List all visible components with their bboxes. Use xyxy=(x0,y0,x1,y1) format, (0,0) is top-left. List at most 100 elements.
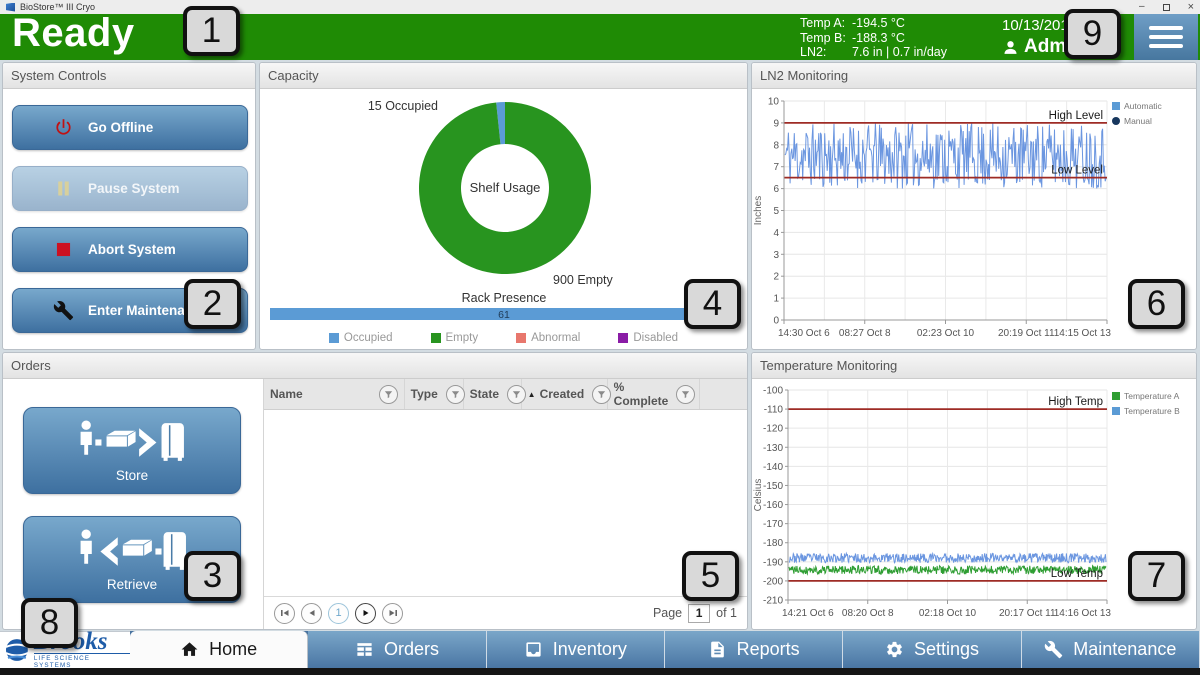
column-header-type[interactable]: Type xyxy=(405,379,464,409)
svg-text:-110: -110 xyxy=(764,405,784,416)
svg-text:7: 7 xyxy=(773,162,779,173)
button-label: Abort System xyxy=(88,242,176,257)
svg-text:02:23 Oct 10: 02:23 Oct 10 xyxy=(917,328,975,339)
column-label: % Complete xyxy=(614,380,669,408)
tab-label: Inventory xyxy=(553,639,627,660)
page-1-button[interactable]: 1 xyxy=(328,603,349,624)
svg-text:14:21 Oct 6: 14:21 Oct 6 xyxy=(782,608,834,619)
svg-text:2: 2 xyxy=(773,272,779,283)
callout-3: 3 xyxy=(184,551,241,601)
callout-1: 1 xyxy=(183,6,240,56)
first-page-button[interactable] xyxy=(274,603,295,624)
maximize-icon[interactable] xyxy=(1163,4,1170,11)
svg-text:Shelf Usage: Shelf Usage xyxy=(470,180,541,195)
filter-icon[interactable] xyxy=(676,385,695,404)
svg-text:61: 61 xyxy=(498,309,510,321)
brooks-tagline: LIFE SCIENCE SYSTEMS xyxy=(34,653,130,669)
tab-orders[interactable]: Orders xyxy=(308,631,486,668)
status-header: Ready Temp A:-194.5 °C Temp B:-188.3 °C … xyxy=(0,14,1200,60)
column-label: Name xyxy=(270,387,303,401)
column-header-blank xyxy=(700,379,747,409)
svg-text:-200: -200 xyxy=(763,576,783,587)
column-header-name[interactable]: Name xyxy=(264,379,405,409)
legend-occupied: Occupied xyxy=(329,332,393,344)
svg-text:Low Level: Low Level xyxy=(1051,165,1103,177)
wrench-icon xyxy=(53,300,74,321)
system-controls-title: System Controls xyxy=(3,63,255,89)
column-header-complete[interactable]: % Complete xyxy=(608,379,700,409)
hamburger-menu-icon[interactable] xyxy=(1134,14,1198,60)
svg-text:14:30 Oct 6: 14:30 Oct 6 xyxy=(778,328,830,339)
svg-text:High Level: High Level xyxy=(1049,110,1103,122)
tab-inventory[interactable]: Inventory xyxy=(487,631,665,668)
temperature-chart: High TempLow Temp-100-110-120-130-140-15… xyxy=(752,379,1112,628)
filter-icon[interactable] xyxy=(446,385,465,404)
stop-icon xyxy=(53,239,74,260)
window-title-bar: BioStore™ III Cryo – × xyxy=(0,0,1200,14)
button-label: Go Offline xyxy=(88,120,153,135)
temperature-title: Temperature Monitoring xyxy=(752,353,1196,379)
svg-text:08:20 Oct 8: 08:20 Oct 8 xyxy=(842,608,894,619)
column-label: State xyxy=(470,387,499,401)
orders-table: Name Type State ▲Created% Complete 1 Page o… xyxy=(263,379,747,629)
store-button[interactable]: Store xyxy=(23,407,241,494)
temp-b-label: Temp B: xyxy=(800,31,852,46)
orders-panel: Orders Store xyxy=(2,352,748,630)
svg-text:3: 3 xyxy=(773,250,779,261)
tab-maintenance[interactable]: Maintenance xyxy=(1022,631,1200,668)
column-header-state[interactable]: State xyxy=(464,379,522,409)
system-status: Ready xyxy=(12,11,135,56)
filter-icon[interactable] xyxy=(379,385,398,404)
previous-page-button[interactable] xyxy=(301,603,322,624)
next-page-button[interactable] xyxy=(355,603,376,624)
temp-a-value: -194.5 °C xyxy=(852,16,905,31)
orders-pagination: 1 Page of 1 xyxy=(264,596,747,629)
abort-system-button[interactable]: Abort System xyxy=(12,227,248,272)
settings-icon xyxy=(885,640,904,659)
ln2-title: LN2 Monitoring xyxy=(752,63,1196,89)
svg-text:20:17 Oct 11: 20:17 Oct 11 xyxy=(999,608,1056,619)
tab-settings[interactable]: Settings xyxy=(843,631,1021,668)
tab-home[interactable]: Home xyxy=(130,631,308,668)
callout-7: 7 xyxy=(1128,551,1185,601)
svg-text:-140: -140 xyxy=(763,462,783,473)
column-header-created[interactable]: ▲Created xyxy=(522,379,608,409)
power-icon xyxy=(53,117,74,138)
retrieve-pictogram-icon xyxy=(76,528,188,575)
close-icon[interactable]: × xyxy=(1188,1,1194,13)
minimize-icon[interactable]: – xyxy=(1139,4,1145,10)
pause-icon xyxy=(53,178,74,199)
pause-system-button: Pause System xyxy=(12,166,248,211)
svg-text:20:19 Oct 11: 20:19 Oct 11 xyxy=(998,328,1055,339)
svg-text:9: 9 xyxy=(773,118,779,129)
tab-label: Orders xyxy=(384,639,439,660)
callout-9: 9 xyxy=(1064,9,1121,59)
tab-label: Reports xyxy=(737,639,800,660)
orders-table-header: Name Type State ▲Created% Complete xyxy=(264,379,747,410)
svg-text:-120: -120 xyxy=(763,424,783,435)
temp-b-value: -188.3 °C xyxy=(852,31,905,46)
reports-icon xyxy=(708,640,727,659)
go-offline-button[interactable]: Go Offline xyxy=(12,105,248,150)
svg-text:10: 10 xyxy=(768,97,780,108)
retrieve-label: Retrieve xyxy=(107,577,157,592)
sort-asc-icon: ▲ xyxy=(528,390,536,399)
temp-a-label: Temp A: xyxy=(800,16,852,31)
page-number-input[interactable] xyxy=(688,604,710,623)
svg-text:02:18 Oct 10: 02:18 Oct 10 xyxy=(919,608,977,619)
page-of-label: of 1 xyxy=(716,606,737,620)
callout-4: 4 xyxy=(684,279,741,329)
last-page-button[interactable] xyxy=(382,603,403,624)
svg-text:6: 6 xyxy=(773,184,779,195)
svg-text:-150: -150 xyxy=(763,481,783,492)
svg-text:-170: -170 xyxy=(763,519,783,530)
button-label: Pause System xyxy=(88,181,180,196)
store-pictogram-icon xyxy=(76,419,188,466)
svg-text:900 Empty: 900 Empty xyxy=(553,273,614,287)
legend-abnormal: Abnormal xyxy=(516,332,580,344)
tab-reports[interactable]: Reports xyxy=(665,631,843,668)
shelf-usage-donut-chart: 15 OccupiedShelf Usage900 EmptyRack Pres… xyxy=(260,89,747,323)
svg-text:0: 0 xyxy=(773,316,779,327)
callout-6: 6 xyxy=(1128,279,1185,329)
svg-text:-160: -160 xyxy=(763,500,783,511)
